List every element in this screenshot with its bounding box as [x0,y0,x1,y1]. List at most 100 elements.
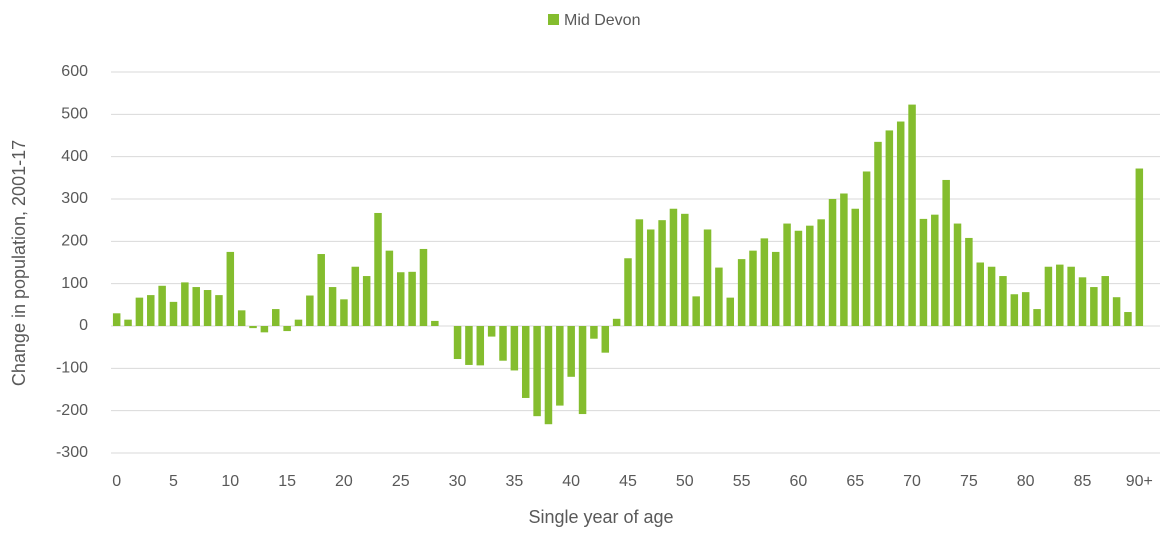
bar [908,104,916,326]
y-tick-label: -300 [56,444,88,461]
bar [510,326,519,371]
bar [1044,266,1053,326]
bar [215,295,223,326]
legend-label: Mid Devon [564,12,640,29]
x-tick-label: 50 [676,473,694,490]
bar [396,272,405,326]
bar [896,121,905,326]
bar [806,225,814,326]
bar [953,223,962,326]
x-tick-label: 85 [1074,473,1092,490]
bar [828,199,837,326]
y-tick-label: 100 [61,275,88,292]
bar [783,223,791,326]
bar [124,319,132,326]
bar [1067,266,1075,326]
bar [715,267,723,326]
x-tick-label: 25 [392,473,410,490]
bar [351,266,360,326]
x-tick-label: 80 [1017,473,1035,490]
bar [192,287,200,326]
bar [328,287,337,326]
bar [999,276,1007,326]
bar [681,213,689,326]
y-tick-label: -200 [56,402,88,419]
bar [1010,294,1019,326]
bar [465,326,473,365]
bar [487,326,496,337]
bar [1090,287,1098,326]
bar [181,282,189,326]
bar [476,326,485,366]
y-tick-label: 0 [79,317,88,334]
x-axis-label: Single year of age [528,507,673,527]
x-tick-label: 0 [112,473,121,490]
bar [692,296,700,326]
y-tick-label: 200 [61,233,88,250]
x-tick-label: 75 [960,473,978,490]
bar [624,258,632,326]
bar [976,262,984,326]
bar [851,208,860,326]
bar [1056,264,1064,326]
legend-swatch [548,14,559,25]
x-tick-label: 45 [619,473,637,490]
bar [987,266,996,326]
bar [544,326,553,425]
bar [942,179,950,326]
bar [340,299,348,326]
bar [1078,277,1087,326]
bar [306,295,314,326]
bar [294,319,303,326]
x-tick-label: 10 [221,473,239,490]
bar [237,310,246,326]
x-tick-label: 15 [278,473,296,490]
bar [385,250,394,326]
bar [771,251,780,326]
x-tick-label: 30 [449,473,467,490]
bar [726,297,735,326]
x-tick-label: 5 [169,473,178,490]
bar [578,326,587,415]
bar [1021,292,1030,326]
bar [794,230,803,326]
bar [203,290,212,326]
x-tick-label: 60 [790,473,808,490]
x-tick-label: 70 [903,473,921,490]
bar [260,326,269,333]
bar [567,326,575,377]
bar [874,141,882,326]
x-tick-label: 65 [846,473,864,490]
x-tick-label: 40 [562,473,580,490]
bar [646,229,655,326]
bar [817,219,825,326]
bar [840,193,848,326]
y-tick-label: 300 [61,190,88,207]
bar [169,301,178,326]
bar [362,276,371,326]
y-tick-label: 600 [61,63,88,80]
bar [749,250,757,326]
bar [226,251,235,326]
bar [1124,312,1132,326]
bar [658,220,666,326]
bar [601,326,610,353]
bar [612,318,621,326]
y-tick-label: -100 [56,360,88,377]
bar [283,326,291,332]
bar [272,309,280,326]
bar [147,295,155,326]
bar [112,313,121,326]
bar [533,326,541,417]
bar [408,271,416,326]
bar [1135,168,1144,326]
bar [931,214,939,326]
bar [374,212,382,326]
bar [1101,276,1109,326]
bar [521,326,530,398]
y-tick-label: 500 [61,106,88,123]
bar [249,326,257,329]
bar [453,326,462,360]
y-tick-label: 400 [61,148,88,165]
bar [919,218,928,326]
